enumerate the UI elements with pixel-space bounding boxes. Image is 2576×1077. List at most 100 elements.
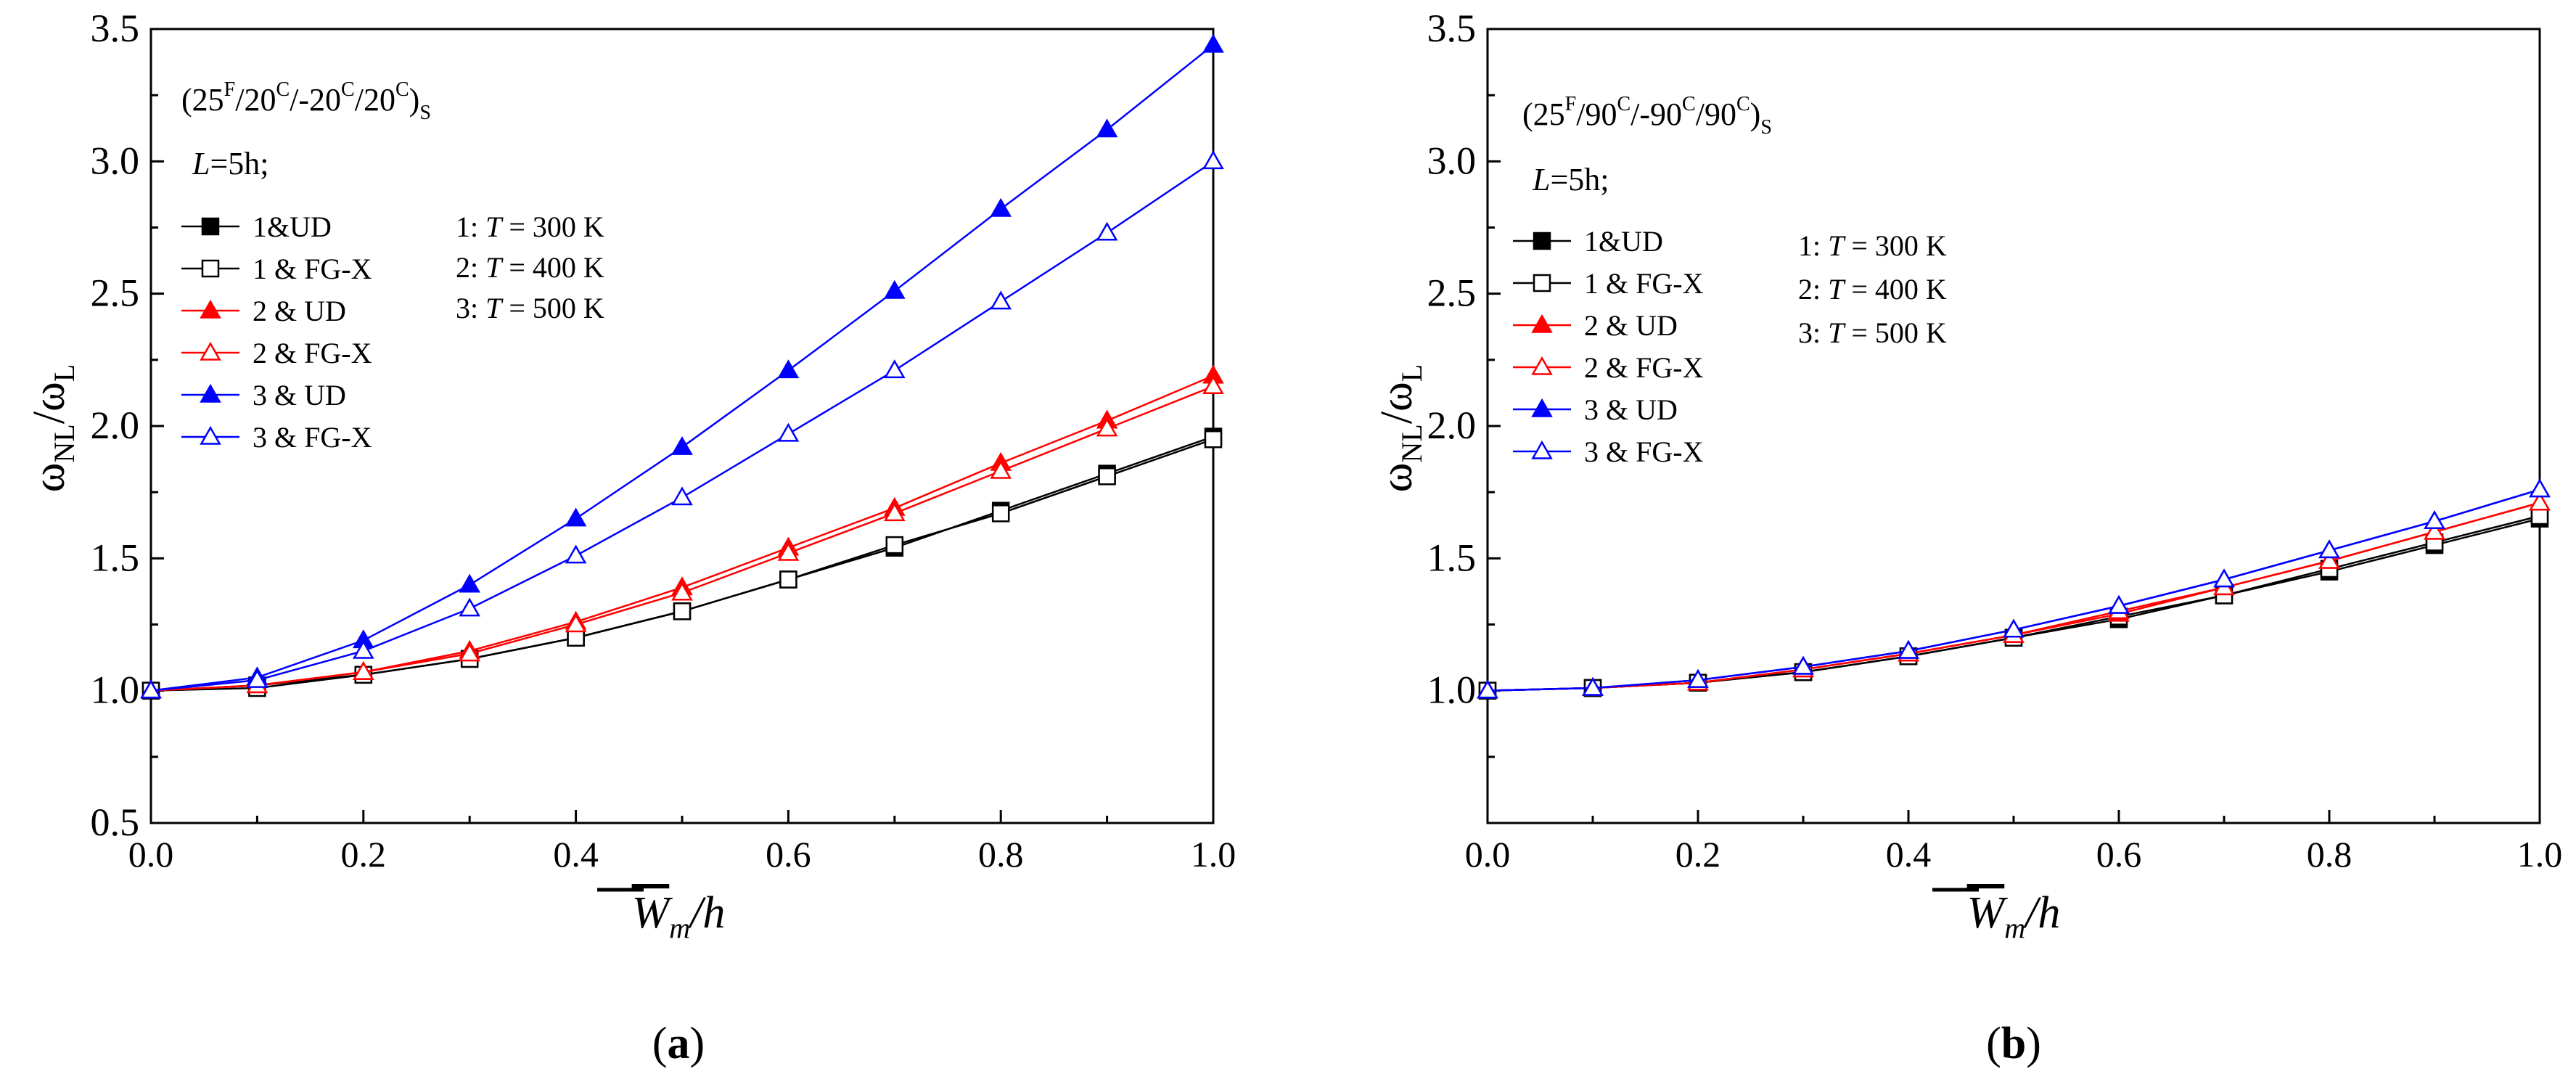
x-tick-label: 0.8 — [978, 834, 1024, 875]
series-line — [1487, 501, 2540, 692]
y-tick-label: 3.0 — [91, 139, 140, 182]
temp-value: = 500 K — [501, 292, 604, 324]
series-line — [1487, 501, 2540, 692]
legend-label: 2 & UD — [253, 295, 346, 327]
layup-part: /-90 — [1630, 97, 1682, 132]
data-point — [777, 359, 800, 379]
layup-part: (25 — [181, 82, 224, 118]
legend-marker — [200, 425, 221, 445]
temp-prefix: 2: — [1798, 273, 1828, 306]
data-point — [352, 660, 374, 680]
y-label-mid: /ω — [1372, 382, 1422, 424]
legend-marker — [201, 259, 220, 278]
caption-close-paren: ) — [2026, 1019, 2041, 1068]
temp-prefix: 3: — [456, 292, 485, 324]
layup-sup: F — [224, 78, 236, 101]
temp-symbol: T — [485, 251, 504, 284]
temp-symbol: T — [1828, 273, 1846, 306]
layup-sup: C — [1736, 93, 1750, 115]
x-tick-label: 1.0 — [2517, 834, 2563, 875]
y-label-sub: NL — [48, 424, 81, 462]
legend-label: 1&UD — [1584, 225, 1663, 258]
data-point — [991, 504, 1010, 523]
data-point — [459, 573, 481, 593]
data-point — [2529, 491, 2551, 511]
y-tick-label: 1.0 — [91, 668, 140, 712]
length-value: =5h; — [210, 146, 268, 181]
data-point — [671, 486, 693, 506]
caption-letter: a — [668, 1019, 690, 1068]
temp-prefix: 1: — [456, 210, 485, 243]
data-point — [777, 422, 800, 442]
legend-marker — [201, 217, 220, 236]
series-line — [1487, 515, 2540, 692]
y-tick-label: 3.0 — [1427, 139, 1477, 182]
data-point — [2529, 478, 2551, 498]
x-label-base: W — [1967, 888, 2009, 938]
data-point — [671, 581, 693, 601]
caption-open-paren: ( — [1986, 1019, 2001, 1068]
temp-symbol: T — [1828, 316, 1846, 349]
layup-sup: C — [341, 78, 355, 101]
layup-part: /90 — [1576, 97, 1617, 132]
legend-label: 1 & FG-X — [253, 253, 372, 285]
y-tick-label: 2.0 — [91, 404, 140, 447]
plot-frame — [1486, 28, 2541, 824]
layup-part: ) — [1750, 97, 1761, 132]
layup-sup: F — [1565, 93, 1577, 115]
layup-sub: S — [1760, 116, 1772, 139]
x-tick-label: 0.0 — [1465, 834, 1511, 875]
x-tick-label: 0.2 — [341, 834, 387, 875]
series-4 — [1477, 491, 2551, 699]
temp-value: = 400 K — [501, 251, 604, 284]
y-tick-label: 1.5 — [91, 536, 140, 579]
chart-panel-b: 0.0 0.2 0.4 0.6 0.8 1.0 1.0 1.5 2.0 2.5 3.0 3.5 (25F… — [1372, 7, 2562, 1068]
legend-label: 1 & FG-X — [1584, 267, 1704, 300]
series-3 — [1477, 491, 2551, 699]
legend-marker — [1531, 314, 1553, 333]
legend-marker — [200, 299, 221, 319]
temperature-note: 3: T = 500 K — [1798, 316, 1947, 349]
data-point — [1096, 417, 1118, 437]
x-tick-label: 0.0 — [128, 834, 174, 875]
legend-marker — [1533, 232, 1551, 250]
layup-sup: C — [395, 78, 409, 101]
legend-marker — [1531, 356, 1553, 375]
y-axis-label: ωNL/ωL — [25, 364, 81, 493]
length-annotation: L=5h; — [192, 146, 269, 181]
temp-value: = 300 K — [1844, 229, 1947, 262]
layup-part: /20 — [355, 82, 395, 118]
data-point — [990, 197, 1012, 217]
layup-sup: C — [1617, 93, 1630, 115]
series-1 — [1478, 509, 2549, 700]
series-2 — [141, 430, 1223, 700]
legend-marker — [1531, 440, 1553, 459]
data-point — [1898, 639, 1919, 659]
legend-marker — [1531, 398, 1553, 417]
panel-caption: (a) — [652, 1019, 705, 1068]
data-point — [1202, 375, 1224, 395]
data-point — [883, 359, 906, 379]
layup-part: /90 — [1696, 97, 1736, 132]
length-annotation: L=5h; — [1532, 162, 1609, 197]
temp-prefix: 2: — [456, 251, 485, 284]
y-tick-label: 2.5 — [1427, 271, 1477, 315]
x-tick-label: 0.4 — [553, 834, 599, 875]
chart-panel-a: 0.0 0.2 0.4 0.6 0.8 1.0 0.5 1.0 1.5 2.0 2.5 3.0 3.5 (… — [25, 7, 1236, 1068]
x-tick-label: 0.4 — [1886, 834, 1932, 875]
caption-open-paren: ( — [652, 1019, 668, 1068]
data-point — [1204, 430, 1223, 449]
temperature-note: 2: T = 400 K — [1798, 273, 1947, 306]
layup-part: (25 — [1522, 97, 1565, 132]
panel-caption: (b) — [1986, 1019, 2041, 1068]
data-point — [2424, 520, 2445, 540]
x-label-rest: /h — [688, 888, 725, 938]
data-point — [990, 459, 1012, 479]
legend-label: 3 & UD — [1584, 393, 1678, 426]
data-point — [883, 502, 906, 522]
data-point — [2424, 510, 2445, 530]
layup-annotation: (25F/90C/-90C/90C)S — [1522, 93, 1772, 139]
temperature-note: 1: T = 300 K — [456, 210, 604, 243]
x-axis-label: Wm/h — [1967, 888, 2061, 944]
